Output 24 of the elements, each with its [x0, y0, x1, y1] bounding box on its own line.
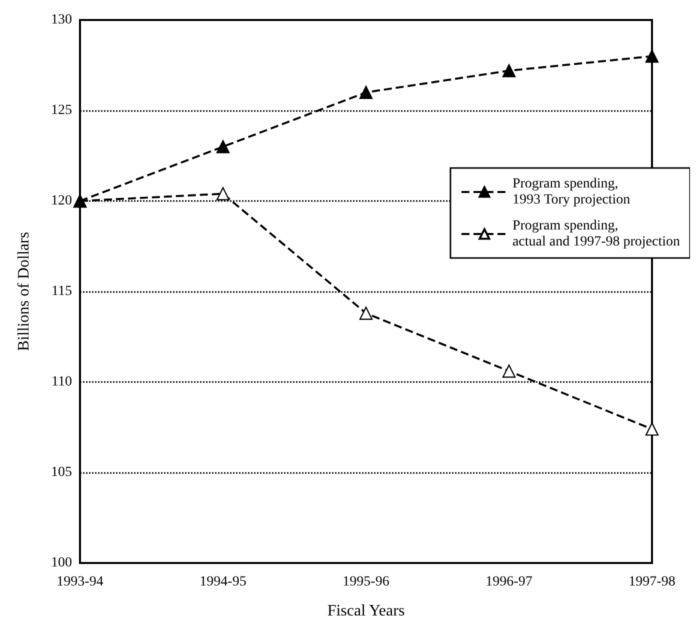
point [359, 306, 373, 320]
x-tick-label: 1995-96 [342, 574, 390, 590]
y-tick-label: 110 [52, 374, 72, 390]
y-tick-label: 130 [51, 12, 72, 28]
y-tick-label: 120 [51, 194, 72, 208]
y-tick-label: 115 [52, 284, 72, 299]
x-tick-label: 1996-97 [486, 574, 532, 590]
point [502, 64, 516, 78]
point [216, 140, 230, 154]
x-tick-label: 1994-95 [200, 574, 246, 590]
y-tick-label: 100 [51, 556, 72, 570]
point [645, 50, 659, 63]
y-axis-title: Billions of Dollars [16, 232, 32, 352]
point [502, 364, 516, 378]
legend-label: Program spending, actual and 1997-98 projection [512, 218, 680, 250]
point [645, 422, 659, 436]
point [216, 187, 230, 200]
x-tick-label: 1993-94 [56, 574, 104, 590]
y-tick-label: 125 [51, 103, 72, 118]
y-tick-label: 105 [51, 465, 72, 480]
x-axis-title: Fiscal Years [327, 602, 405, 620]
legend-label: Program spending, 1993 Tory projection [512, 176, 630, 208]
x-tick-label: 1997-98 [628, 574, 676, 590]
point [359, 86, 373, 99]
